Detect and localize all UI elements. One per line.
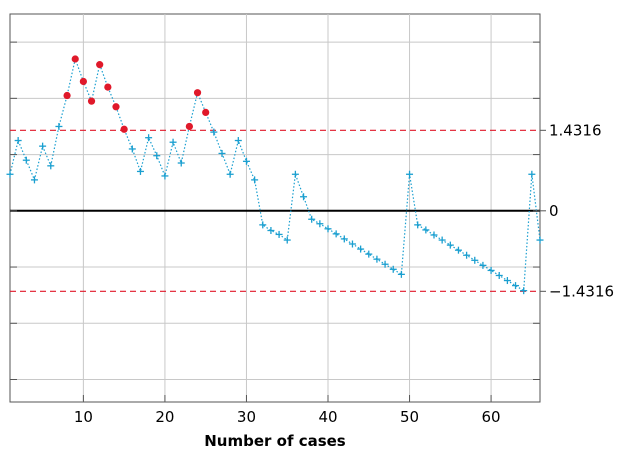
x-tick-label: 50 <box>400 408 419 426</box>
data-point <box>300 193 308 201</box>
out-of-control-point <box>120 125 128 133</box>
x-axis-label: Number of cases <box>204 432 346 450</box>
data-point <box>471 256 479 264</box>
data-point <box>251 176 259 184</box>
data-point <box>487 266 495 274</box>
data-point <box>267 226 275 234</box>
data-point <box>210 128 218 136</box>
x-tick-label: 10 <box>74 408 93 426</box>
data-point <box>422 226 430 234</box>
out-of-control-point <box>112 103 120 111</box>
data-point <box>22 156 30 164</box>
data-point <box>373 255 381 263</box>
data-point <box>348 240 356 248</box>
x-tick-label: 20 <box>155 408 174 426</box>
data-point <box>218 149 226 157</box>
out-of-control-point <box>202 108 210 117</box>
data-point <box>308 215 316 223</box>
data-point <box>153 152 161 160</box>
data-point <box>503 277 511 285</box>
out-of-control-point <box>79 77 87 86</box>
data-point <box>536 236 544 244</box>
out-of-control-point <box>71 55 79 63</box>
data-point <box>177 159 185 167</box>
data-point <box>446 241 454 249</box>
x-tick-label: 30 <box>237 408 256 426</box>
data-point <box>463 251 471 259</box>
data-point <box>136 167 144 175</box>
data-point <box>259 221 267 229</box>
data-point <box>438 236 446 244</box>
data-point <box>520 287 528 295</box>
out-of-control-point <box>87 97 96 105</box>
data-point <box>365 250 373 258</box>
data-point <box>414 221 422 229</box>
data-point <box>275 230 283 238</box>
out-of-control-point <box>63 91 71 100</box>
data-point <box>30 176 38 184</box>
data-point <box>242 157 250 165</box>
data-point <box>283 236 291 244</box>
data-point <box>55 122 63 130</box>
data-point <box>324 225 332 233</box>
data-point <box>316 220 324 228</box>
axis-ticks: 10 20 30 40 50 60 <box>10 41 540 426</box>
data-point <box>389 265 397 273</box>
x-tick-label: 40 <box>318 408 337 426</box>
data-point <box>145 134 153 142</box>
data-point <box>430 231 438 239</box>
data-point <box>332 230 340 238</box>
out-of-control-point <box>96 61 104 69</box>
reference-lines: 1.4316 0 −1.4316 <box>10 121 614 300</box>
data-point <box>291 170 299 178</box>
data-point <box>479 261 487 269</box>
plot-frame <box>9 13 541 403</box>
data-point <box>454 246 462 254</box>
data-point <box>161 172 169 180</box>
reference-label: 1.4316 <box>549 121 602 139</box>
reference-label: −1.4316 <box>549 282 614 300</box>
out-of-control-point <box>104 83 112 91</box>
data-point <box>234 137 242 145</box>
data-point <box>381 260 389 268</box>
data-point <box>397 270 405 278</box>
data-point <box>39 142 47 150</box>
data-point <box>512 282 520 290</box>
reference-label: 0 <box>549 202 559 220</box>
data-point <box>340 235 348 243</box>
data-point <box>169 138 177 146</box>
series-line <box>9 56 541 292</box>
data-point <box>357 245 365 253</box>
data-point <box>528 170 536 178</box>
x-tick-label: 60 <box>482 408 501 426</box>
data-point <box>6 170 14 178</box>
data-point <box>406 170 414 178</box>
data-point <box>14 137 22 145</box>
data-point <box>47 162 55 170</box>
data-point <box>128 145 136 153</box>
data-point <box>226 170 234 178</box>
data-point <box>495 271 503 279</box>
series-layer <box>6 55 544 295</box>
out-of-control-point <box>185 122 193 131</box>
out-of-control-point <box>193 89 202 97</box>
